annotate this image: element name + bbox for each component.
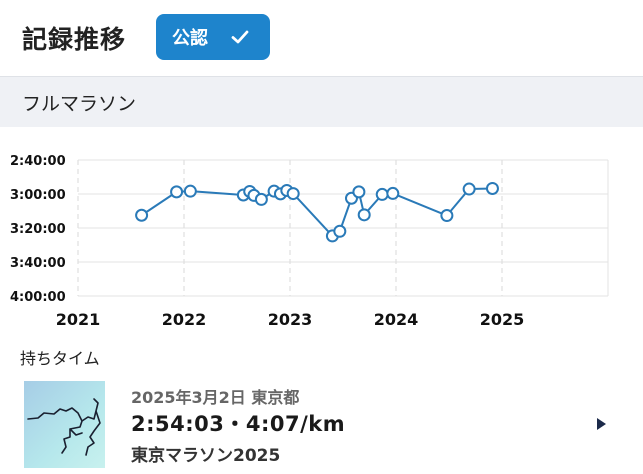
best-record-card[interactable]: 2025年3月2日 東京都 2:54:03・4:07/km 東京マラソン2025 [0, 378, 643, 474]
page-title: 記録推移 [22, 25, 127, 54]
y-tick-label: 4:00:00 [10, 290, 66, 305]
data-point [183, 184, 197, 198]
data-point [375, 187, 389, 201]
y-tick-label: 3:20:00 [10, 222, 66, 237]
x-tick-label: 2023 [268, 310, 313, 329]
x-tick-label: 2024 [374, 310, 419, 329]
y-tick-label: 3:40:00 [10, 256, 66, 271]
data-point [386, 186, 400, 200]
data-point [254, 192, 268, 206]
data-point [357, 208, 371, 222]
best-time-pace: 2:54:03・4:07/km [131, 412, 346, 436]
x-tick-label: 2022 [162, 310, 207, 329]
data-point [135, 208, 149, 222]
y-tick-label: 3:00:00 [10, 188, 66, 203]
route-map-thumbnail [24, 381, 105, 468]
data-point [462, 182, 476, 196]
section-header: フルマラソン [0, 77, 643, 127]
official-filter-button[interactable]: 公認 [156, 14, 270, 60]
page-header: 記録推移 公認 [0, 0, 643, 77]
section-title: フルマラソン [22, 93, 137, 115]
data-point [485, 181, 499, 195]
official-filter-label: 公認 [172, 28, 208, 49]
data-point [333, 224, 347, 238]
best-time-heading: 持ちタイム [20, 349, 100, 368]
x-tick-label: 2025 [480, 310, 525, 329]
chevron-right-icon [597, 418, 606, 430]
data-point [440, 209, 454, 223]
best-race-name: 東京マラソン2025 [131, 446, 281, 466]
record-trend-chart: 2:40:00 3:00:00 3:20:00 3:40:00 4:00:00 2021 2… [10, 154, 609, 329]
checkmark-icon [231, 30, 249, 44]
best-date-place: 2025年3月2日 東京都 [131, 388, 300, 407]
data-point [352, 185, 366, 199]
data-point [170, 185, 184, 199]
x-tick-label: 2021 [56, 310, 101, 329]
data-point [286, 187, 300, 201]
y-tick-label: 2:40:00 [10, 154, 66, 169]
